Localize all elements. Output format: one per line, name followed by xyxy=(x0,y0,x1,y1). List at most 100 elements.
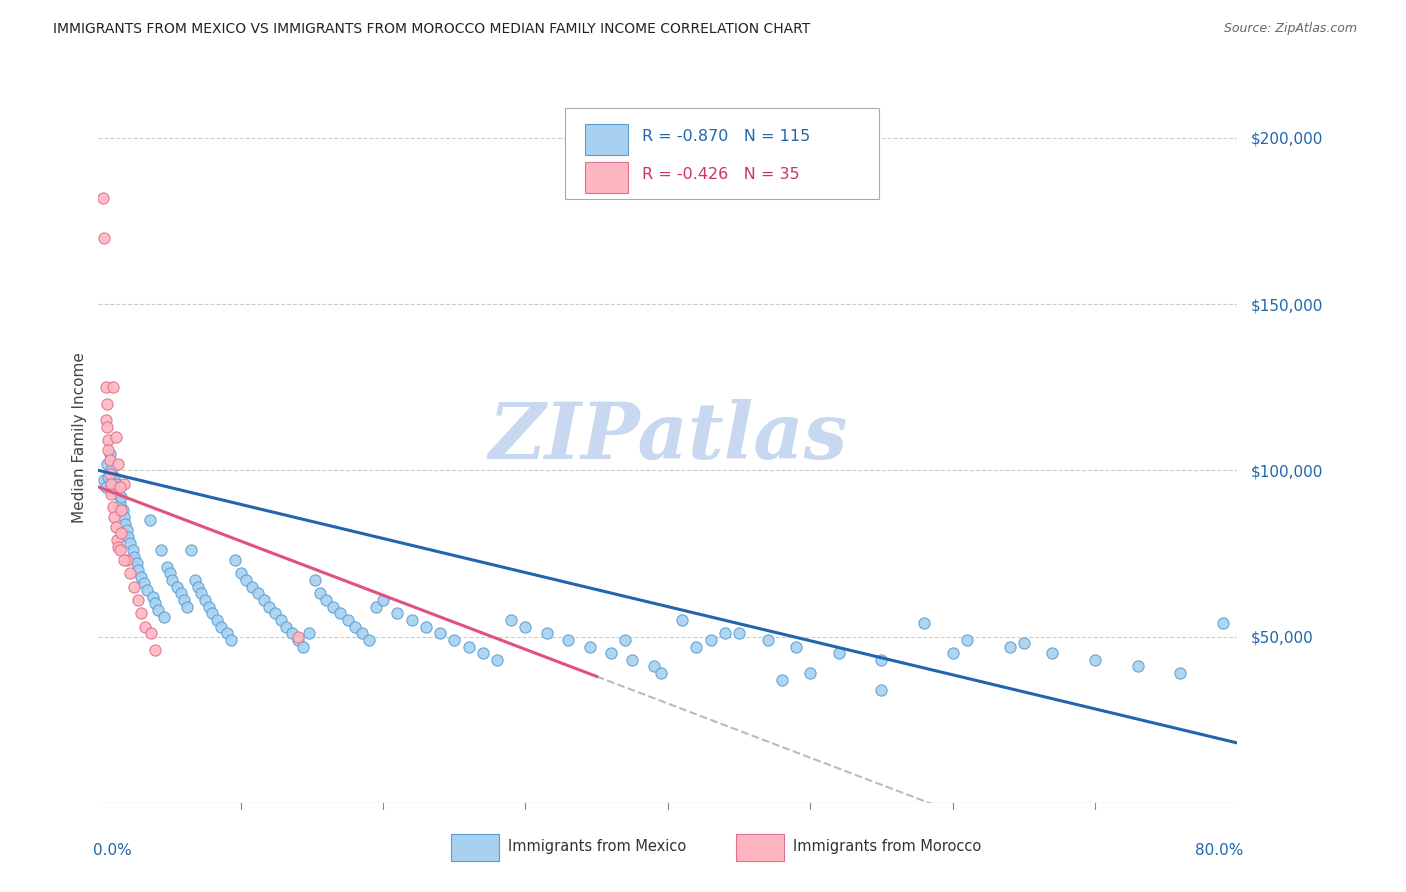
Point xyxy=(180,543,202,558)
Point xyxy=(115,553,138,567)
Point xyxy=(105,476,128,491)
Point xyxy=(117,530,139,544)
Point xyxy=(145,596,167,610)
Point xyxy=(799,666,821,681)
Point xyxy=(515,619,537,633)
Bar xyxy=(451,833,499,862)
Point xyxy=(96,397,118,411)
Bar xyxy=(585,124,628,155)
Point xyxy=(156,559,179,574)
Point xyxy=(101,476,124,491)
Point xyxy=(998,640,1021,654)
Y-axis label: Median Family Income: Median Family Income xyxy=(72,351,87,523)
Point xyxy=(364,599,387,614)
Point xyxy=(135,582,157,597)
Point xyxy=(304,573,326,587)
Point xyxy=(643,659,665,673)
Point xyxy=(97,434,120,448)
Text: IMMIGRANTS FROM MEXICO VS IMMIGRANTS FROM MOROCCO MEDIAN FAMILY INCOME CORRELATI: IMMIGRANTS FROM MEXICO VS IMMIGRANTS FRO… xyxy=(53,22,811,37)
Point xyxy=(1012,636,1035,650)
Point xyxy=(93,230,115,244)
Point xyxy=(98,453,121,467)
Point xyxy=(107,486,129,500)
Point xyxy=(401,613,423,627)
Point xyxy=(194,593,217,607)
Point xyxy=(322,599,344,614)
Point xyxy=(98,467,121,481)
Point xyxy=(101,380,124,394)
Point xyxy=(259,599,281,614)
Point xyxy=(215,626,238,640)
Point xyxy=(671,613,693,627)
Point xyxy=(112,476,135,491)
Point xyxy=(870,682,893,697)
Point xyxy=(756,632,779,647)
Text: 80.0%: 80.0% xyxy=(1195,843,1243,858)
Point xyxy=(121,543,143,558)
Point xyxy=(1040,646,1063,660)
Point xyxy=(373,593,395,607)
Point xyxy=(134,619,156,633)
Point xyxy=(96,420,118,434)
Point xyxy=(150,543,173,558)
Point xyxy=(162,573,184,587)
Point xyxy=(184,573,207,587)
Point xyxy=(107,540,129,554)
Point xyxy=(309,586,332,600)
Text: R = -0.870   N = 115: R = -0.870 N = 115 xyxy=(641,129,810,145)
Point xyxy=(287,630,309,644)
Point xyxy=(105,533,128,548)
Point xyxy=(501,613,523,627)
Point xyxy=(108,543,131,558)
Point xyxy=(956,632,979,647)
Point xyxy=(329,607,352,621)
Point xyxy=(104,430,127,444)
Point xyxy=(728,626,751,640)
Text: R = -0.426   N = 35: R = -0.426 N = 35 xyxy=(641,167,799,182)
Point xyxy=(578,640,600,654)
Point xyxy=(336,613,359,627)
Point xyxy=(621,653,644,667)
Point xyxy=(443,632,465,647)
Point xyxy=(298,626,321,640)
Point xyxy=(246,586,269,600)
Point xyxy=(94,480,117,494)
Point xyxy=(100,463,122,477)
Point xyxy=(870,653,893,667)
Point xyxy=(357,632,380,647)
Point xyxy=(912,616,935,631)
FancyBboxPatch shape xyxy=(565,108,879,200)
Point xyxy=(153,609,176,624)
Point xyxy=(457,640,479,654)
Point xyxy=(139,626,162,640)
Point xyxy=(145,643,167,657)
Point xyxy=(942,646,965,660)
Point xyxy=(148,603,170,617)
Point xyxy=(350,626,373,640)
Point xyxy=(685,640,707,654)
Point xyxy=(170,586,193,600)
Point xyxy=(94,380,117,394)
Point xyxy=(252,593,274,607)
Bar xyxy=(585,162,628,193)
Point xyxy=(190,586,212,600)
Point xyxy=(270,613,292,627)
Point xyxy=(387,607,409,621)
Point xyxy=(110,526,132,541)
Point xyxy=(112,509,135,524)
Bar xyxy=(737,833,785,862)
Point xyxy=(224,553,246,567)
Point xyxy=(127,593,149,607)
Text: ZIPatlas: ZIPatlas xyxy=(488,399,848,475)
Point xyxy=(138,513,160,527)
Point xyxy=(118,566,141,581)
Point xyxy=(714,626,737,640)
Point xyxy=(415,619,437,633)
Point xyxy=(292,640,315,654)
Point xyxy=(111,503,134,517)
Point xyxy=(1212,616,1234,631)
Point xyxy=(96,457,118,471)
Point xyxy=(229,566,252,581)
Point xyxy=(141,590,163,604)
Point xyxy=(276,619,298,633)
